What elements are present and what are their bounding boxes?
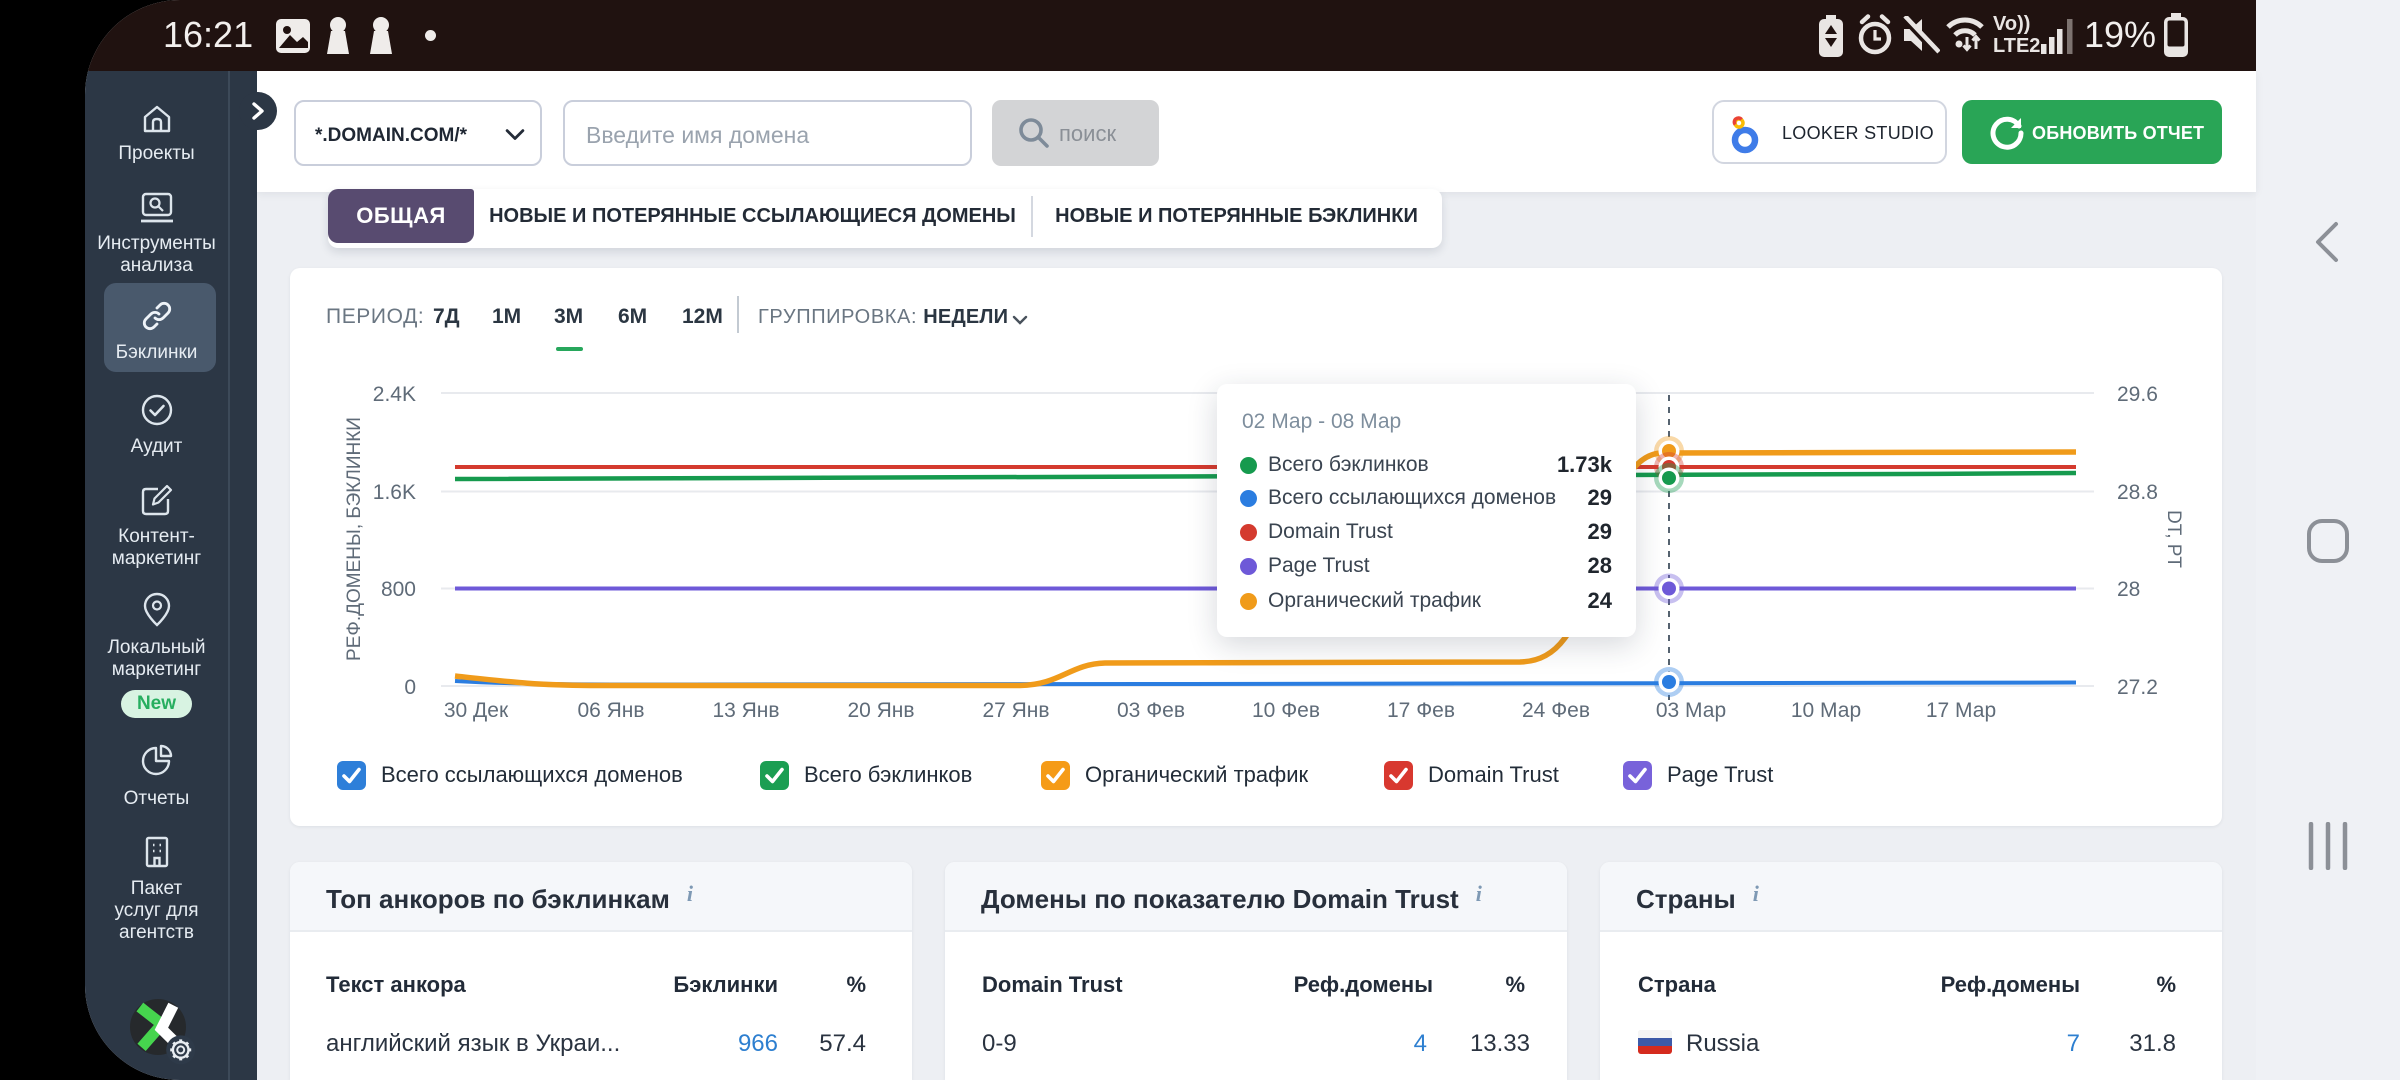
svg-text:28.8: 28.8 [2117, 481, 2158, 504]
svg-text:06 Янв: 06 Янв [577, 699, 644, 722]
svg-text:10 Фев: 10 Фев [1252, 699, 1320, 722]
svg-text:13 Янв: 13 Янв [712, 699, 779, 722]
svg-text:0: 0 [404, 676, 416, 699]
svg-text:17 Фев: 17 Фев [1387, 699, 1455, 722]
svg-text:24 Фев: 24 Фев [1522, 699, 1590, 722]
svg-text:27.2: 27.2 [2117, 676, 2158, 699]
svg-text:27 Янв: 27 Янв [982, 699, 1049, 722]
svg-text:20 Янв: 20 Янв [847, 699, 914, 722]
svg-text:DT, PT: DT, PT [2163, 510, 2184, 568]
svg-text:03 Мар: 03 Мар [1656, 699, 1726, 722]
svg-text:03 Фев: 03 Фев [1117, 699, 1185, 722]
svg-text:РЕФ.ДОМЕНЫ, БЭКЛИНКИ: РЕФ.ДОМЕНЫ, БЭКЛИНКИ [344, 417, 365, 661]
svg-text:28: 28 [2117, 578, 2140, 601]
svg-text:30 Дек: 30 Дек [444, 699, 509, 722]
svg-text:10 Мар: 10 Мар [1791, 699, 1861, 722]
svg-text:1.6K: 1.6K [373, 481, 416, 504]
svg-text:29.6: 29.6 [2117, 383, 2158, 406]
svg-text:2.4K: 2.4K [373, 383, 416, 406]
svg-text:17 Мар: 17 Мар [1926, 699, 1996, 722]
svg-text:800: 800 [381, 578, 416, 601]
